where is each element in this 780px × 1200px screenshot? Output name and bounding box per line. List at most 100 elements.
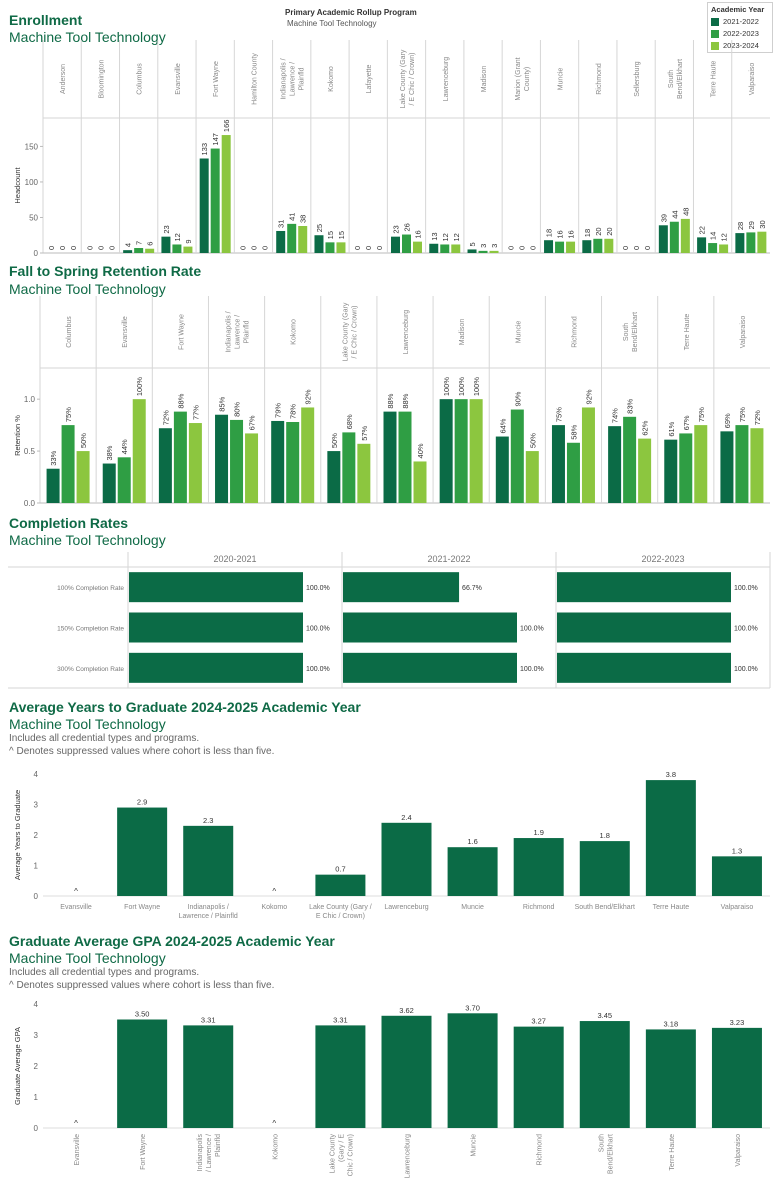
bar-value-label: 79% — [274, 403, 283, 418]
completion-column-header: 2020-2021 — [213, 554, 256, 564]
category-label: Lafayette — [366, 64, 373, 93]
bar-value-label: 50% — [79, 433, 88, 448]
category-label: / E Chic / Crown) — [409, 53, 416, 106]
bar-value-label: 1.9 — [533, 828, 543, 837]
category-label: Fort Wayne — [213, 61, 220, 97]
bar — [579, 841, 630, 896]
completion-bar — [343, 612, 517, 643]
category-label: Bend/Elkhart — [677, 59, 684, 99]
category-label: Richmond — [571, 316, 578, 348]
bar-value-label: 80% — [233, 402, 242, 417]
bar — [402, 234, 411, 253]
bar — [221, 135, 231, 253]
bar-value-label: 1.3 — [732, 846, 742, 855]
bar — [478, 250, 488, 253]
bar — [327, 451, 341, 503]
legend-item-2[interactable]: 2022-2023 — [711, 29, 759, 38]
bar — [173, 411, 187, 503]
y-tick-label: 1 — [34, 862, 39, 871]
bar — [161, 236, 171, 253]
completion-title: Completion Rates — [9, 515, 129, 531]
bar — [271, 420, 285, 503]
legend-item-3[interactable]: 2023-2024 — [711, 41, 759, 50]
bar — [697, 237, 707, 253]
y-tick-label: 0.0 — [24, 499, 36, 508]
bar — [555, 241, 565, 253]
bar — [658, 225, 668, 253]
bar — [679, 433, 693, 503]
bar-value-label: 88% — [386, 393, 395, 408]
bar-value-label: 0 — [260, 246, 269, 250]
category-label: Anderson — [60, 64, 67, 94]
bar-value-label: 12 — [173, 233, 182, 241]
bar — [301, 407, 315, 503]
bar-value-label: 3.31 — [201, 1015, 216, 1024]
bar — [215, 414, 229, 503]
bar — [757, 231, 767, 253]
category-label: Indianapolis — [197, 1134, 204, 1172]
completion-value-label: 100.0% — [734, 626, 758, 633]
bar — [398, 411, 412, 503]
bar-value-label: 78% — [289, 404, 298, 419]
category-label: South — [668, 70, 675, 88]
bar-value-label: 3.31 — [333, 1015, 348, 1024]
bar — [544, 240, 554, 253]
bar — [566, 442, 580, 503]
bar — [76, 451, 90, 503]
category-label: Valparaiso — [721, 904, 754, 911]
category-label: Marion (Grant — [515, 57, 522, 100]
category-label: Muncie — [461, 904, 484, 911]
completion-row-label: 100% Completion Rate — [57, 585, 124, 592]
bar-value-label: 92% — [584, 389, 593, 404]
category-label: Indianapolis / — [281, 58, 288, 99]
academic-year-legend[interactable]: Academic Year 2021-2022 2022-2023 2023-2… — [707, 2, 773, 53]
category-label: Lawrenceburg — [403, 310, 410, 354]
y-tick-label: 4 — [34, 770, 39, 779]
bar-value-label: 0 — [375, 246, 384, 250]
bar-value-label: 3.50 — [135, 1010, 150, 1019]
gpa-note-2: ^ Denotes suppressed values where cohort… — [9, 980, 275, 991]
bar — [711, 856, 762, 896]
bar — [495, 436, 509, 503]
category-label: Hamilton County — [251, 53, 258, 105]
bar — [750, 428, 764, 503]
bar — [183, 246, 193, 253]
bar — [708, 243, 718, 253]
bar — [525, 451, 539, 503]
bar — [604, 238, 614, 253]
bar-value-label: 0 — [528, 246, 537, 250]
completion-value-label: 100.0% — [520, 626, 544, 633]
bar — [608, 426, 622, 503]
bar-value-label: 0 — [96, 246, 105, 250]
category-label: Evansville — [122, 316, 129, 348]
bar — [638, 438, 652, 503]
bar-value-label: 50% — [528, 433, 537, 448]
completion-bar — [343, 572, 460, 603]
y-tick-label: 4 — [34, 1000, 39, 1009]
retention-chart: 0.0 0.5 1.0 Retention % Columbus 33% 75% 50% Eva… — [13, 296, 770, 508]
bar-value-label: 0 — [364, 246, 373, 250]
category-label: Terre Haute — [711, 61, 718, 98]
bar — [447, 1013, 498, 1128]
bar — [413, 241, 422, 253]
legend-item-1[interactable]: 2021-2022 — [711, 17, 759, 26]
bar-value-label: 3.27 — [531, 1017, 546, 1026]
bar — [440, 244, 450, 253]
category-label: Lawrence / — [290, 62, 297, 96]
bar — [579, 1021, 630, 1128]
bar-value-label: 18 — [583, 229, 592, 237]
bar-value-label: 30 — [758, 220, 767, 228]
category-label: Indianapolis / — [226, 311, 233, 352]
bar-value-label: 40% — [416, 443, 425, 458]
bar-value-label: 0 — [107, 246, 116, 250]
completion-value-label: 100.0% — [734, 585, 758, 592]
years-note-1: Includes all credential types and progra… — [9, 733, 200, 744]
category-label: Richmond — [596, 63, 603, 95]
category-label: Sellersburg — [634, 61, 641, 97]
bar — [46, 468, 60, 503]
bar-value-label: 41 — [288, 213, 297, 221]
y-tick-label: 0.5 — [24, 447, 36, 456]
bar-value-label: 28 — [736, 222, 745, 230]
bar-value-label: 4 — [124, 243, 133, 247]
bar-value-label: 26 — [403, 223, 412, 231]
